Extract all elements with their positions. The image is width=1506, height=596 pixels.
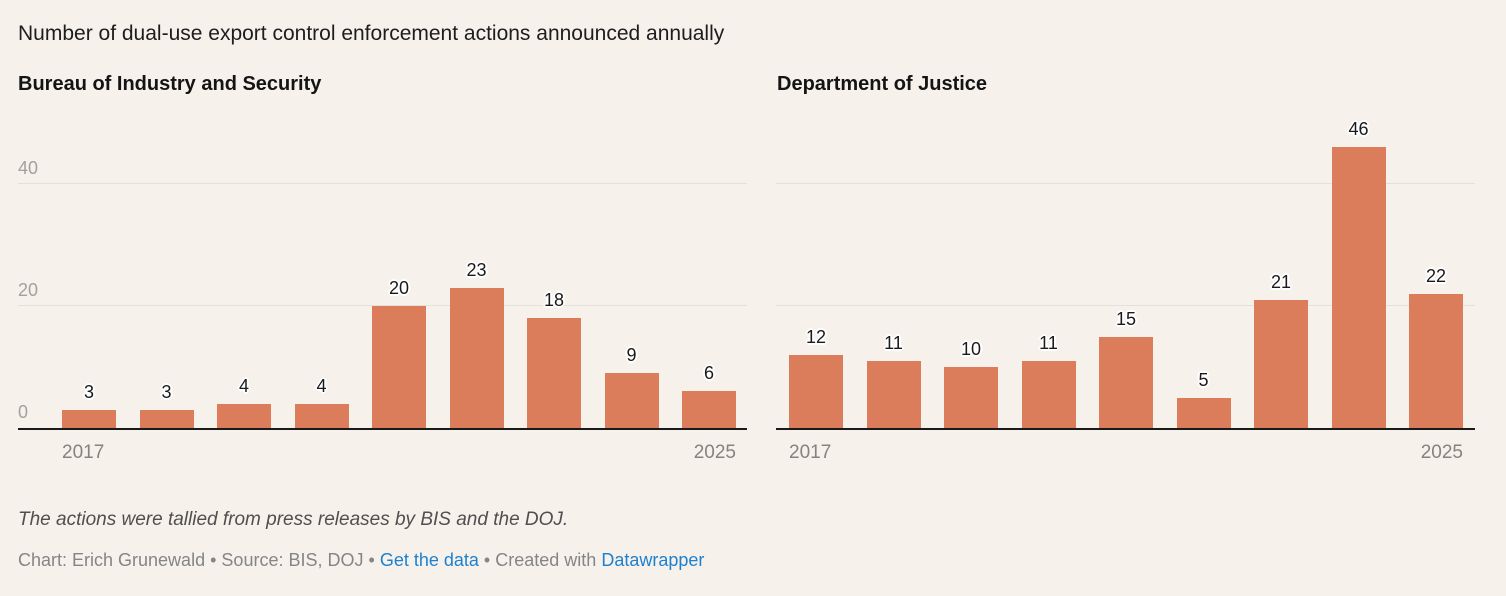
bar-2024 <box>1331 147 1386 428</box>
bar-2018 <box>139 409 194 428</box>
y-axis-tick-label: 0 <box>18 402 29 422</box>
y-gridline-20 <box>776 305 1475 306</box>
x-axis-label-last: 2025 <box>693 442 736 463</box>
panel-title-bis: Bureau of Industry and Security <box>18 73 322 95</box>
value-label: 22 <box>1425 265 1447 286</box>
bar-2018 <box>866 360 921 428</box>
get-the-data-link[interactable]: Get the data <box>379 550 479 570</box>
bar-2017 <box>62 409 116 428</box>
value-label: 20 <box>388 278 410 298</box>
value-label: 5 <box>1198 369 1209 390</box>
y-axis-tick-label: 20 <box>18 280 39 300</box>
value-label: 4 <box>316 375 327 396</box>
byline-separator: • <box>368 550 375 570</box>
bar-chart-bis: 0 20 40 3 3 4 4 20 23 18 9 6 2017 2025 <box>18 140 747 463</box>
byline-separator: • <box>210 550 217 570</box>
page-title: Number of dual-use export control enforc… <box>18 22 725 45</box>
source-credit: Source: BIS, DOJ <box>221 550 364 570</box>
datawrapper-link[interactable]: Datawrapper <box>601 550 705 570</box>
bar-2017 <box>789 354 843 428</box>
value-label: 9 <box>626 345 637 366</box>
value-label: 4 <box>238 375 250 396</box>
panel-title-doj: Department of Justice <box>777 73 988 95</box>
byline: Chart: Erich Grunewald • Source: BIS, DO… <box>18 549 704 572</box>
bar-2019 <box>217 403 271 428</box>
bar-2021 <box>372 306 426 428</box>
bar-2025 <box>682 391 736 428</box>
value-label: 3 <box>83 381 95 402</box>
value-label: 46 <box>1348 119 1369 140</box>
created-with-label: Created with <box>495 550 597 570</box>
value-label: 21 <box>1270 271 1292 292</box>
bar-2020 <box>294 403 349 428</box>
chart-note: The actions were tallied from press rele… <box>18 509 569 530</box>
bar-2021 <box>1099 336 1153 428</box>
bar-2023 <box>527 318 581 428</box>
value-label: 23 <box>466 259 487 280</box>
bar-chart-doj: 12 11 10 11 15 5 21 46 22 2017 2025 <box>776 119 1475 463</box>
bar-2019 <box>944 367 998 428</box>
x-axis-line <box>18 428 747 430</box>
bar-2022 <box>449 287 504 428</box>
y-gridline-40 <box>18 183 747 184</box>
bar-2023 <box>1254 299 1308 428</box>
value-label: 15 <box>1115 308 1137 329</box>
value-label: 11 <box>1039 332 1058 353</box>
value-label: 3 <box>161 381 172 402</box>
bar-2020 <box>1021 360 1076 428</box>
chart-credit: Chart: Erich Grunewald <box>18 550 206 570</box>
x-axis-label-last: 2025 <box>1420 442 1463 463</box>
x-axis-label-first: 2017 <box>62 442 105 463</box>
y-axis-tick-label: 40 <box>18 158 39 178</box>
value-label: 12 <box>805 326 827 347</box>
y-gridline-40 <box>776 183 1475 184</box>
value-label: 10 <box>960 339 982 359</box>
bar-2025 <box>1409 293 1463 428</box>
value-label: 6 <box>703 363 715 384</box>
byline-separator: • <box>483 550 491 570</box>
x-axis-label-first: 2017 <box>789 442 832 463</box>
bar-2024 <box>604 373 659 428</box>
x-axis-line <box>776 428 1475 430</box>
value-label: 11 <box>884 332 903 353</box>
bar-2022 <box>1176 397 1231 428</box>
y-gridline-20 <box>18 305 747 306</box>
value-label: 18 <box>543 290 565 311</box>
